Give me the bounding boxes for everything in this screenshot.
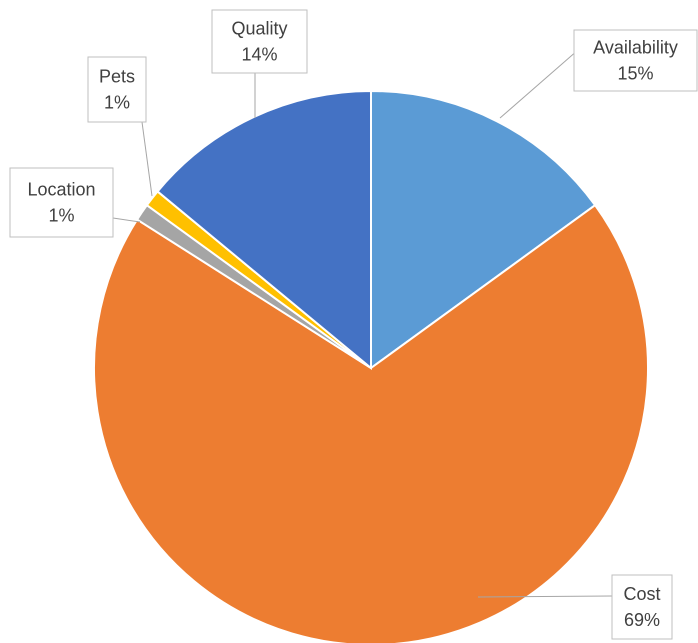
value-label: 14% bbox=[241, 44, 277, 64]
leader-line bbox=[477, 595, 613, 598]
leader-line bbox=[112, 217, 141, 223]
value-label: 15% bbox=[617, 63, 653, 83]
category-label: Cost bbox=[623, 584, 660, 604]
category-label: Pets bbox=[99, 66, 135, 86]
value-label: 1% bbox=[104, 92, 130, 112]
leader-line bbox=[141, 121, 153, 197]
value-label: 1% bbox=[48, 205, 74, 225]
label-box bbox=[87, 56, 147, 123]
category-label: Quality bbox=[231, 18, 287, 38]
label-box bbox=[573, 29, 698, 92]
pie-slice bbox=[370, 89, 597, 370]
leader-line bbox=[499, 49, 579, 119]
pie-slice bbox=[93, 203, 649, 643]
label-box bbox=[211, 9, 308, 74]
value-label: 69% bbox=[624, 610, 660, 630]
label-box bbox=[611, 574, 673, 640]
category-label: Availability bbox=[593, 37, 678, 57]
label-box bbox=[9, 167, 114, 238]
category-label: Location bbox=[27, 179, 95, 199]
pie-slice bbox=[156, 89, 372, 371]
